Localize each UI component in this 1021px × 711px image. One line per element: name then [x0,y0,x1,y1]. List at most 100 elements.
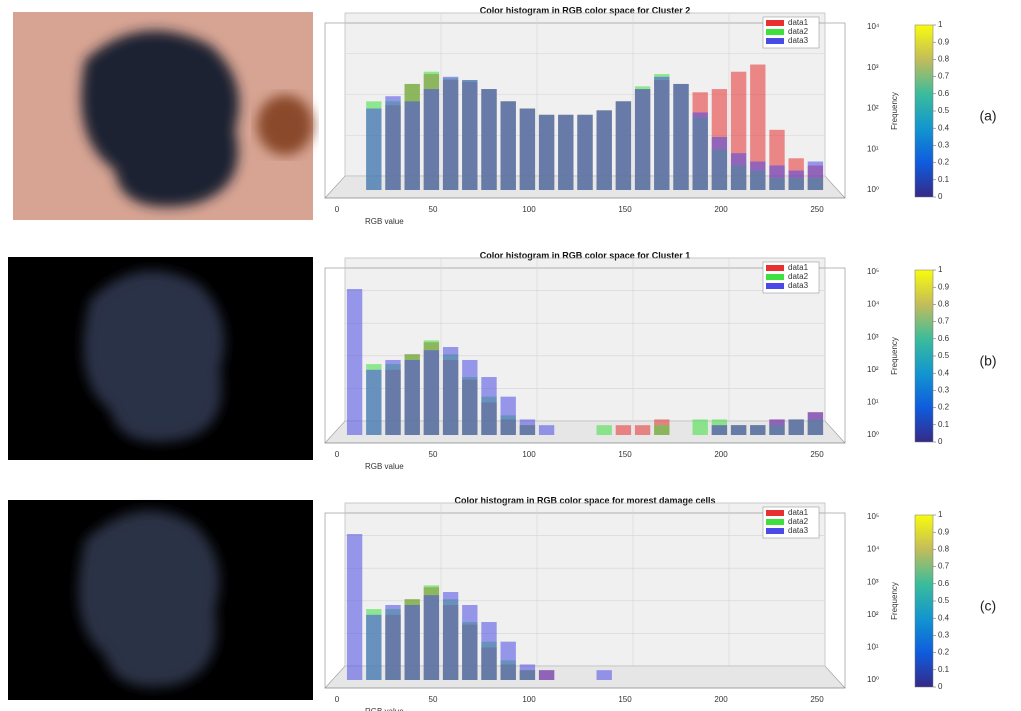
bar [750,161,766,190]
bar [500,641,516,680]
colorbar-tick-label: 0.4 [938,368,950,377]
y-tick-label: 10⁰ [867,185,879,194]
bar [538,114,555,190]
bar [404,359,420,435]
colorbar-tick-label: 0.1 [938,665,950,674]
x-tick-label: 150 [618,695,632,704]
colorbar-tick-label: 0.4 [938,613,950,622]
y-tick-label: 10⁴ [867,300,880,309]
colorbar-tick-label: 0 [938,192,943,201]
bar [481,622,497,680]
bar [750,64,766,190]
x-tick-label: 50 [429,695,438,704]
legend-label: data2 [788,27,809,36]
colorbar-tick-label: 0.1 [938,420,950,429]
legend-swatch [766,283,784,289]
x-axis-label: RGB value [365,462,404,471]
legend-swatch [766,519,784,525]
y-tick-label: 10⁵ [867,512,879,521]
colorbar-tick-label: 0.6 [938,89,950,98]
bar [462,359,478,435]
bar [596,110,612,190]
damage-image [8,500,313,700]
colorbar-tick-label: 0.8 [938,300,950,309]
bar [788,419,804,435]
bar [366,108,382,190]
colorbar-tick-label: 0.2 [938,158,950,167]
legend-swatch [766,38,784,44]
bar [769,165,785,190]
bar [654,76,670,190]
bar [462,604,478,680]
legend-swatch [766,510,784,516]
bar [404,101,420,190]
bar [788,170,804,190]
x-axis-label: RGB value [365,707,404,711]
legend-swatch [766,20,784,26]
bar [596,425,612,435]
x-tick-label: 250 [810,205,824,214]
bar [500,101,516,190]
colorbar [914,24,934,198]
colorbar-tick-label: 0.9 [938,527,950,536]
colorbar-tick-label: 0.3 [938,631,950,640]
bar [385,604,401,680]
bar [711,136,728,190]
bar [730,153,747,190]
bar [519,664,536,680]
colorbar-tick-label: 0.3 [938,141,950,150]
bar [346,289,363,435]
bar [481,377,497,435]
x-tick-label: 50 [429,450,438,459]
bar [442,347,459,435]
bar [615,101,632,190]
bar [692,112,708,190]
bar [692,419,708,435]
colorbar-tick-label: 0.1 [938,175,950,184]
legend-swatch [766,29,784,35]
colorbar-tick-label: 0.5 [938,106,950,115]
bar [807,412,824,435]
bar [634,425,651,435]
colorbar-tick-label: 0.3 [938,386,950,395]
colorbar [914,269,934,443]
colorbar-tick-label: 0.8 [938,545,950,554]
bar [769,419,785,435]
bar [730,425,747,435]
colorbar-tick-label: 0.7 [938,562,950,571]
y-tick-label: 10² [867,104,879,113]
colorbar-tick-label: 0.4 [938,123,950,132]
chart-title: Color histogram in RGB color space for C… [480,250,691,260]
colorbar-tick-label: 1 [938,265,943,274]
colorbar-tick-label: 0.7 [938,72,950,81]
colorbar-tick-label: 0.7 [938,317,950,326]
x-tick-label: 100 [522,695,536,704]
legend-label: data3 [788,36,809,45]
colorbar-tick-label: 1 [938,510,943,519]
bar [615,425,632,435]
x-tick-label: 50 [429,205,438,214]
bar [538,670,555,680]
lesion-image [13,12,313,220]
legend-label: data1 [788,508,809,517]
x-tick-label: 200 [714,695,728,704]
y-tick-label: 10⁴ [867,545,880,554]
chart-title: Color histogram in RGB color space for C… [480,5,691,15]
plot-floor [324,420,846,444]
bar [481,89,497,190]
bar [423,595,440,680]
bar [442,592,459,680]
bar [385,359,401,435]
x-tick-label: 100 [522,450,536,459]
legend-swatch [766,274,784,280]
bar [634,89,651,190]
colorbar-label: Frequency [890,337,899,375]
bar [673,83,689,190]
x-tick-label: 150 [618,450,632,459]
x-tick-label: 0 [335,205,340,214]
x-tick-label: 0 [335,695,340,704]
x-tick-label: 250 [810,695,824,704]
colorbar [914,514,934,688]
y-tick-label: 10² [867,610,879,619]
bar [423,350,440,435]
